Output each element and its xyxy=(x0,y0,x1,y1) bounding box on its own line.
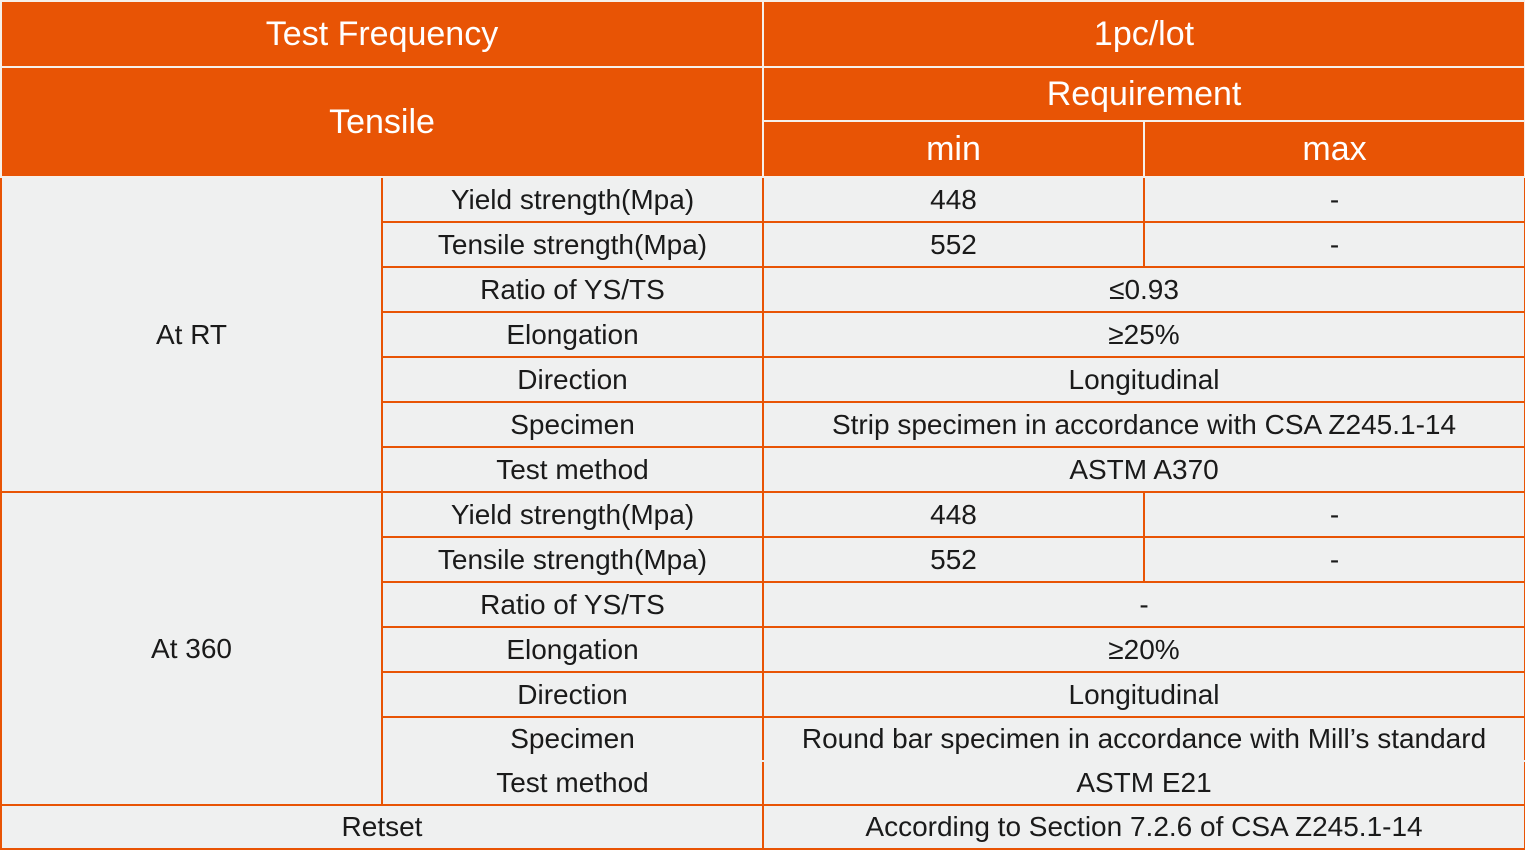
table-row: Direction Longitudinal xyxy=(1,671,1525,718)
table-row: Elongation ≥20% xyxy=(1,626,1525,673)
property-label: Ratio of YS/TS xyxy=(380,266,765,313)
tensile-label: Tensile xyxy=(0,66,765,178)
max-value: - xyxy=(1143,176,1525,223)
retset-value: According to Section 7.2.6 of CSA Z245.1… xyxy=(762,804,1525,850)
min-value: 448 xyxy=(762,176,1146,223)
requirement-value: - xyxy=(762,581,1525,628)
test-frequency-value: 1pc/lot xyxy=(762,0,1525,68)
min-column-header: min xyxy=(762,120,1146,178)
property-label: Yield strength(Mpa) xyxy=(380,491,765,538)
requirement-value: ASTM E21 xyxy=(762,760,1525,806)
requirement-value: Round bar specimen in accordance with Mi… xyxy=(762,716,1525,762)
requirement-value: Strip specimen in accordance with CSA Z2… xyxy=(762,401,1525,448)
requirement-value: ≥25% xyxy=(762,311,1525,358)
table-row: Specimen Round bar specimen in accordanc… xyxy=(1,716,1525,762)
max-value: - xyxy=(1143,221,1525,268)
property-label: Ratio of YS/TS xyxy=(380,581,765,628)
header-row-minmax: min max xyxy=(1,120,1525,178)
min-value: 552 xyxy=(762,221,1146,268)
property-label: Elongation xyxy=(380,311,765,358)
max-value: - xyxy=(1143,536,1525,583)
header-row-requirement: Tensile Requirement xyxy=(0,66,1525,178)
condition-label: At 360 xyxy=(0,491,383,806)
table-row: Ratio of YS/TS ≤0.93 xyxy=(1,266,1525,313)
table-row: Test method ASTM E21 xyxy=(1,760,1525,806)
property-label: Tensile strength(Mpa) xyxy=(380,221,765,268)
property-label: Specimen xyxy=(380,716,765,762)
property-label: Direction xyxy=(380,356,765,403)
condition-label: At RT xyxy=(0,176,383,493)
max-value: - xyxy=(1143,491,1525,538)
retset-label: Retset xyxy=(0,804,765,850)
property-label: Specimen xyxy=(380,401,765,448)
property-label: Direction xyxy=(380,671,765,718)
requirement-value: ≤0.93 xyxy=(762,266,1525,313)
requirement-value: Longitudinal xyxy=(762,356,1525,403)
table-row: Direction Longitudinal xyxy=(1,356,1525,403)
requirement-label: Requirement xyxy=(762,66,1525,122)
property-label: Tensile strength(Mpa) xyxy=(380,536,765,583)
table-row: Test method ASTM A370 xyxy=(1,446,1525,493)
table-row: Ratio of YS/TS - xyxy=(1,581,1525,628)
table-row: Elongation ≥25% xyxy=(1,311,1525,358)
property-label: Test method xyxy=(380,760,765,806)
table-row: Specimen Strip specimen in accordance wi… xyxy=(1,401,1525,448)
requirement-value: ≥20% xyxy=(762,626,1525,673)
header-row-frequency: Test Frequency 1pc/lot xyxy=(0,0,1525,68)
table-row: Tensile strength(Mpa) 552 - xyxy=(1,536,1525,583)
requirement-value: ASTM A370 xyxy=(762,446,1525,493)
min-value: 448 xyxy=(762,491,1146,538)
property-label: Yield strength(Mpa) xyxy=(380,176,765,223)
table-row: At 360 Yield strength(Mpa) 448 - xyxy=(0,491,1525,806)
table-row: Tensile strength(Mpa) 552 - xyxy=(1,221,1525,268)
min-value: 552 xyxy=(762,536,1146,583)
property-label: Test method xyxy=(380,446,765,493)
max-column-header: max xyxy=(1143,120,1525,178)
table-row: At RT Yield strength(Mpa) 448 - xyxy=(0,176,1525,493)
property-label: Elongation xyxy=(380,626,765,673)
retset-row: Retset According to Section 7.2.6 of CSA… xyxy=(0,804,1525,850)
requirement-value: Longitudinal xyxy=(762,671,1525,718)
test-frequency-label: Test Frequency xyxy=(0,0,765,68)
